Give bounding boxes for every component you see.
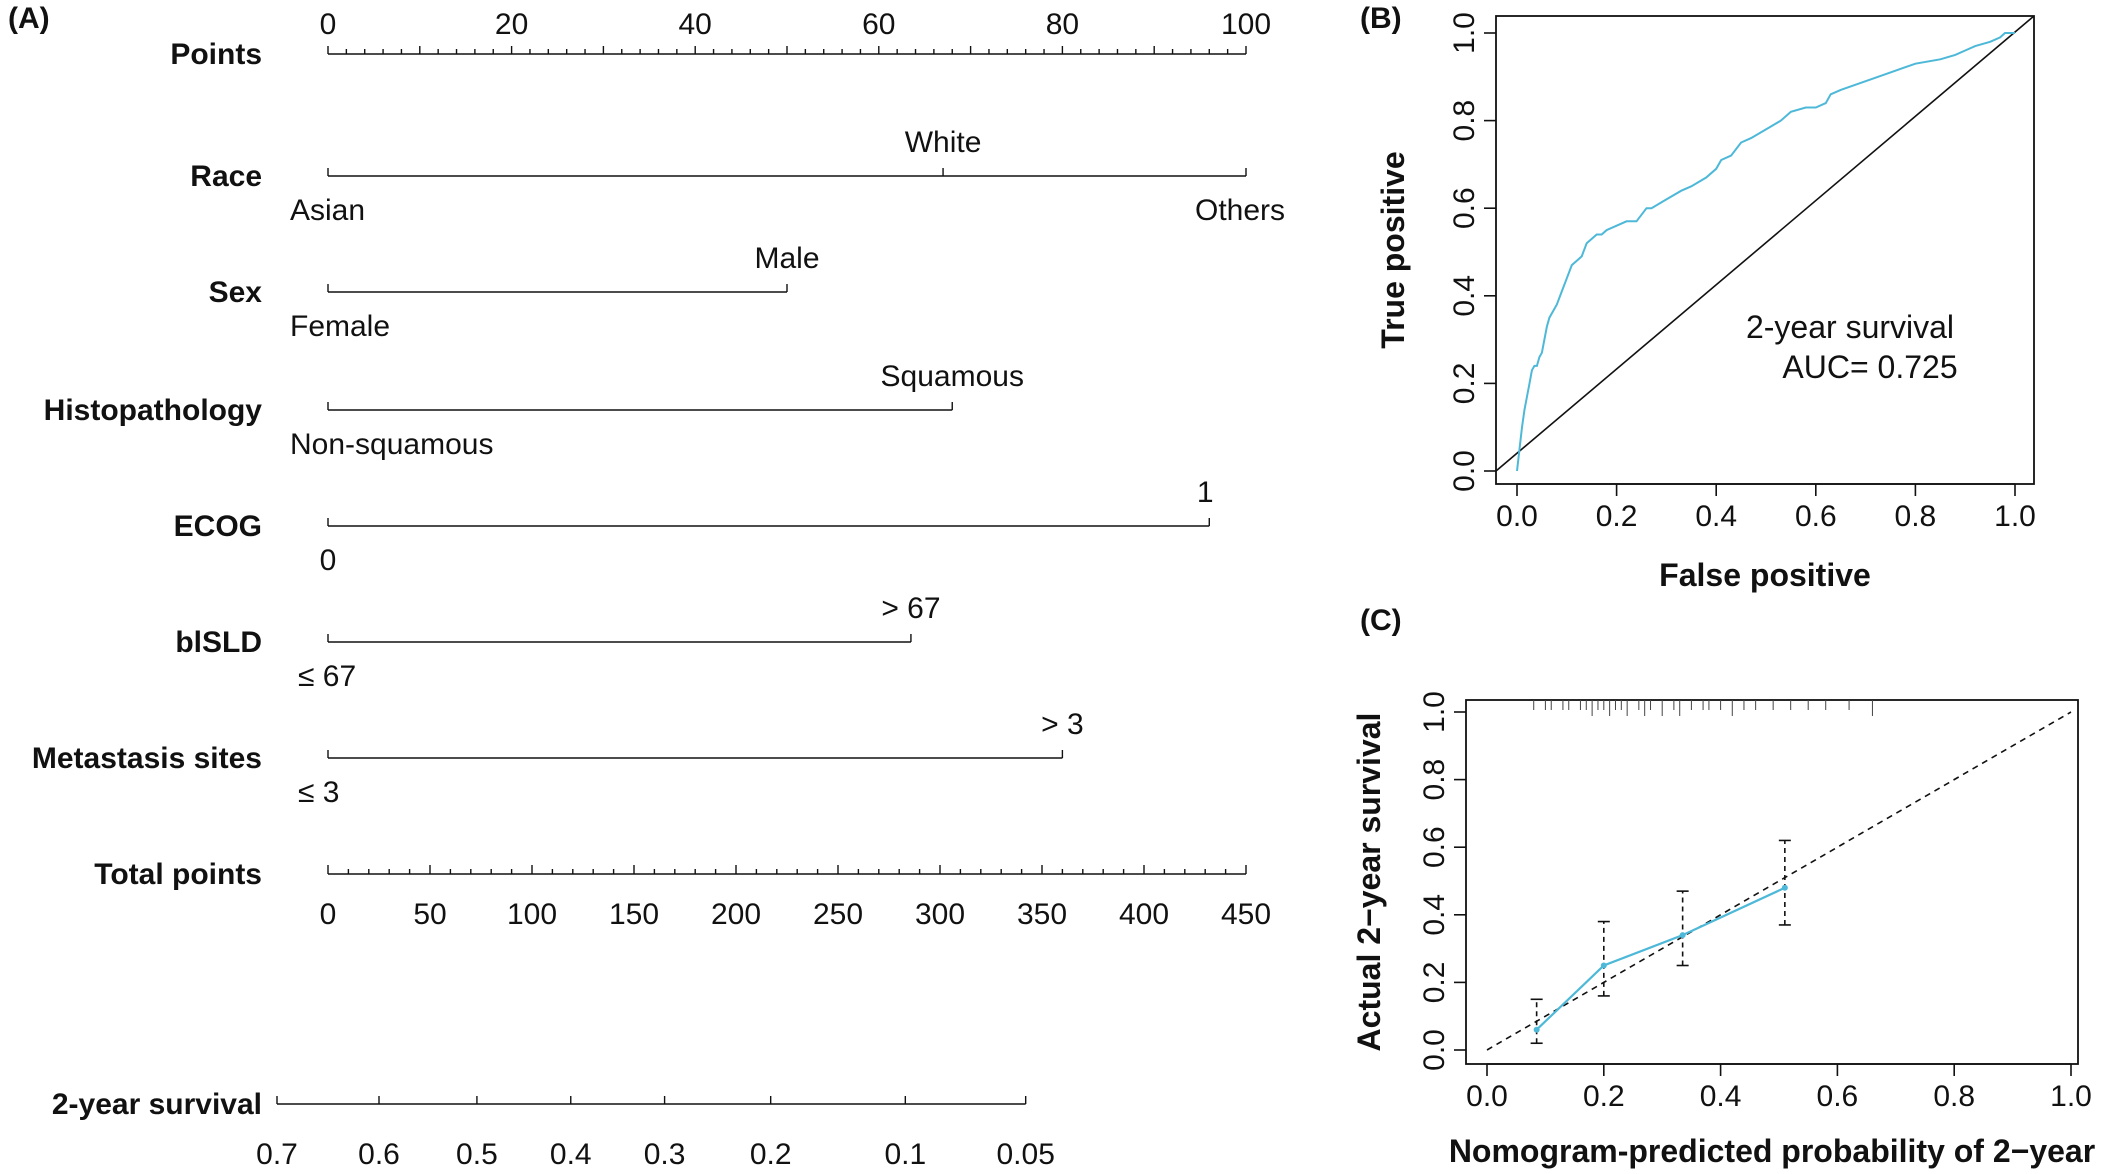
calibration-point	[1600, 962, 1607, 969]
annotation-title: 2-year survival	[1746, 309, 1954, 345]
row-label: ECOG	[174, 510, 262, 543]
y-tick-label: 1.0	[1448, 12, 1481, 54]
x-axis-title: False positive	[1659, 557, 1871, 593]
tick-label: 50	[413, 898, 446, 931]
level-label: Male	[754, 242, 819, 275]
level-label: Female	[290, 310, 390, 343]
roc-curve	[1516, 32, 2015, 472]
level-label: 1	[1197, 476, 1214, 509]
tick-label: 80	[1046, 8, 1079, 41]
panel-c-label: (C)	[1360, 604, 1402, 637]
calibration-point	[1781, 884, 1788, 891]
x-tick-label: 0.0	[1496, 500, 1538, 533]
row-label: Metastasis sites	[32, 742, 262, 775]
x-tick-label: 0.2	[1583, 1080, 1625, 1113]
calibration-curve	[1535, 886, 1786, 1031]
tick-label: 100	[507, 898, 557, 931]
tick-label: 300	[915, 898, 965, 931]
level-label: Non-squamous	[290, 428, 493, 461]
y-tick-label: 0.8	[1418, 759, 1451, 801]
tick-label: 450	[1221, 898, 1271, 931]
prob-tick-label: 0.05	[996, 1138, 1054, 1171]
prob-tick-label: 0.1	[884, 1138, 926, 1171]
x-axis-title: Nomogram-predicted probability of 2−year	[1449, 1133, 2095, 1169]
calibration-panel: 0.0 0.2 0.4 0.6 0.8 1.0 0.0 0.2 0.4 0.6 0.8 1.0 Nomo…	[1351, 691, 2095, 1169]
row-label: Points	[170, 38, 262, 71]
y-tick-label: 0.0	[1418, 1029, 1451, 1071]
x-tick-label: 0.6	[1795, 500, 1837, 533]
diagonal-line	[1495, 15, 2035, 472]
y-tick-label: 0.6	[1448, 187, 1481, 229]
y-tick-label: 0.2	[1448, 363, 1481, 405]
tick-label: 150	[609, 898, 659, 931]
level-label: > 3	[1041, 708, 1084, 741]
row-label: Race	[190, 160, 262, 193]
annotation-auc: AUC= 0.725	[1782, 349, 1957, 385]
prob-tick-label: 0.6	[358, 1138, 400, 1171]
plot-frame	[1495, 15, 2035, 485]
x-tick-label: 0.8	[1933, 1080, 1975, 1113]
tick-label: 60	[862, 8, 895, 41]
tick-label: 400	[1119, 898, 1169, 931]
level-label: ≤ 3	[298, 776, 339, 809]
row-label: Total points	[94, 858, 262, 891]
prob-tick-label: 0.4	[550, 1138, 592, 1171]
tick-label: 250	[813, 898, 863, 931]
x-tick-label: 0.2	[1596, 500, 1638, 533]
y-tick-label: 0.4	[1418, 894, 1451, 936]
x-tick-label: 0.6	[1817, 1080, 1859, 1113]
level-label: > 67	[881, 592, 940, 625]
x-tick-label: 0.4	[1700, 1080, 1742, 1113]
prob-tick-label: 0.7	[256, 1138, 298, 1171]
panel-b-label: (B)	[1360, 2, 1402, 35]
level-label: 0	[320, 544, 337, 577]
tick-label: 0	[320, 898, 337, 931]
y-axis-title: True positive	[1375, 151, 1411, 348]
panel-a-label: (A)	[8, 2, 50, 35]
prob-tick-label: 0.3	[644, 1138, 686, 1171]
row-label: Sex	[209, 276, 263, 309]
tick-label: 20	[495, 8, 528, 41]
y-tick-label: 0.6	[1418, 826, 1451, 868]
y-axis-title: Actual 2−year survival	[1351, 713, 1387, 1052]
y-tick-label: 0.8	[1448, 100, 1481, 142]
tick-label: 350	[1017, 898, 1067, 931]
y-tick-label: 0.0	[1448, 450, 1481, 492]
prob-tick-label: 0.2	[750, 1138, 792, 1171]
reference-line	[1486, 711, 2072, 1051]
row-label: blSLD	[175, 626, 262, 659]
x-tick-label: 0.0	[1466, 1080, 1508, 1113]
roc-panel: 0.0 0.2 0.4 0.6 0.8 1.0 0.0 0.2 0.4 0.6 0.8 1.0 Fals…	[1375, 12, 2036, 593]
prob-tick-label: 0.5	[456, 1138, 498, 1171]
tick-label: 40	[679, 8, 712, 41]
level-label: White	[905, 126, 982, 159]
calibration-point	[1533, 1026, 1540, 1033]
level-label: ≤ 67	[298, 660, 356, 693]
tick-label: 200	[711, 898, 761, 931]
x-tick-label: 1.0	[2050, 1080, 2092, 1113]
level-label: Squamous	[881, 360, 1024, 393]
x-tick-label: 1.0	[1994, 500, 2036, 533]
level-label: Others	[1195, 194, 1285, 227]
x-tick-label: 0.8	[1895, 500, 1937, 533]
calibration-point	[1679, 932, 1686, 939]
row-label: 2-year survival	[52, 1088, 262, 1121]
level-label: Asian	[290, 194, 365, 227]
y-tick-label: 0.2	[1418, 962, 1451, 1004]
x-tick-label: 0.4	[1695, 500, 1737, 533]
row-label: Histopathology	[44, 394, 263, 427]
tick-label: 100	[1221, 8, 1271, 41]
y-tick-label: 0.4	[1448, 275, 1481, 317]
tick-label: 0	[320, 8, 337, 41]
y-tick-label: 1.0	[1418, 691, 1451, 733]
